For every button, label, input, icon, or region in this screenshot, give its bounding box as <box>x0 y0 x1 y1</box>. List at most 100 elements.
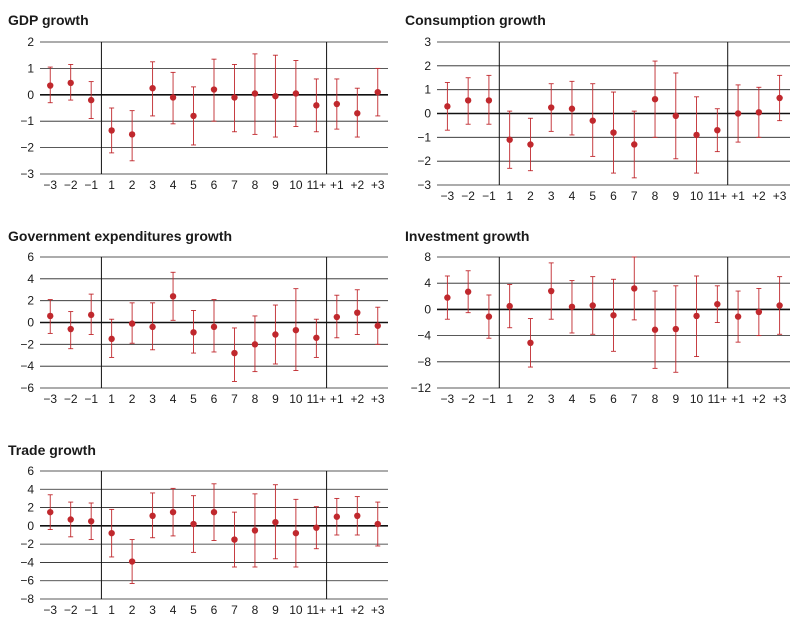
x-tick-label: −1 <box>482 392 496 406</box>
x-tick-label: −2 <box>64 392 78 406</box>
y-tick-label: −3 <box>417 178 431 192</box>
x-tick-label: 2 <box>129 178 136 192</box>
data-point <box>87 518 95 525</box>
y-tick-label: −4 <box>20 555 34 569</box>
data-point <box>631 141 638 148</box>
y-tick-label: −2 <box>20 537 34 551</box>
data-point <box>589 117 596 124</box>
y-tick-label: 0 <box>424 107 431 121</box>
y-tick-label: −8 <box>20 592 34 606</box>
y-tick-label: −4 <box>417 329 431 343</box>
x-tick-label: 2 <box>527 392 534 406</box>
data-point <box>776 94 783 102</box>
y-tick-label: −12 <box>411 381 432 395</box>
y-tick-label: 8 <box>424 250 431 264</box>
data-point <box>313 102 320 109</box>
data-point <box>169 293 177 300</box>
x-tick-label: 5 <box>589 392 596 406</box>
data-point <box>272 519 279 526</box>
data-point <box>108 127 115 134</box>
data-point <box>755 308 763 316</box>
data-point <box>108 529 115 537</box>
y-tick-label: 0 <box>27 316 34 330</box>
data-point <box>231 94 238 101</box>
data-point <box>169 94 177 101</box>
x-tick-label: −1 <box>84 392 98 406</box>
data-point <box>272 331 279 338</box>
x-tick-label: +2 <box>350 178 364 192</box>
data-point <box>354 512 361 519</box>
data-point <box>464 97 472 104</box>
data-point <box>568 303 576 310</box>
x-tick-label: 11+ <box>307 392 326 406</box>
data-point <box>444 294 451 301</box>
x-tick-label: 8 <box>652 392 659 406</box>
x-tick-label: 3 <box>149 392 156 406</box>
y-tick-label: −4 <box>20 359 34 373</box>
x-tick-label: +1 <box>330 178 344 192</box>
x-tick-label: +3 <box>371 392 385 406</box>
data-point <box>610 312 617 319</box>
data-point <box>464 288 472 295</box>
x-tick-label: −2 <box>64 178 78 192</box>
data-point <box>190 520 197 528</box>
y-tick-label: 6 <box>27 464 34 478</box>
data-point <box>485 313 493 320</box>
x-tick-label: 11+ <box>708 189 727 203</box>
data-point <box>210 86 218 93</box>
data-point <box>672 325 679 333</box>
data-point <box>313 334 320 341</box>
data-point <box>693 131 700 139</box>
x-tick-label: 8 <box>252 603 259 617</box>
x-tick-label: +3 <box>773 189 787 203</box>
x-tick-label: 8 <box>252 178 259 192</box>
x-tick-label: 5 <box>589 189 596 203</box>
data-point <box>610 129 617 136</box>
x-tick-label: 3 <box>149 178 156 192</box>
x-tick-label: +1 <box>731 392 745 406</box>
y-tick-label: 4 <box>27 272 34 286</box>
x-tick-label: −1 <box>482 189 496 203</box>
gdp-growth-chart: 210−1−2−3−3 −2 −1 1 2 3 4 5 6 7 8 9 10 11+ +1 +2 +3 <box>20 35 388 192</box>
data-point <box>374 520 381 528</box>
data-point <box>149 512 156 519</box>
data-point <box>374 322 381 329</box>
data-point <box>506 136 513 143</box>
data-point <box>108 335 115 343</box>
x-tick-label: 4 <box>569 189 576 203</box>
x-tick-label: 10 <box>289 603 303 617</box>
x-tick-label: 4 <box>170 603 177 617</box>
x-tick-label: +1 <box>330 603 344 617</box>
data-point <box>734 110 742 117</box>
data-point <box>47 312 54 320</box>
x-tick-label: 6 <box>211 603 218 617</box>
y-tick-label: 1 <box>27 61 34 75</box>
data-point <box>67 516 74 523</box>
x-tick-label: 10 <box>289 178 303 192</box>
x-tick-label: −1 <box>84 603 98 617</box>
data-point <box>210 323 218 331</box>
data-point <box>47 508 54 516</box>
x-tick-label: −2 <box>64 603 78 617</box>
y-tick-label: 4 <box>27 482 34 496</box>
data-point <box>333 100 341 108</box>
y-tick-label: 2 <box>27 501 34 515</box>
x-tick-label: 4 <box>569 392 576 406</box>
x-tick-label: 7 <box>231 392 238 406</box>
x-tick-label: 1 <box>108 178 115 192</box>
chart-title: Government expenditures growth <box>8 228 233 244</box>
consumption-growth-panel: Consumption growth 3 2 1 0 −1 −2 −3 −3 −2 −1 1 2 3 4 5… <box>405 12 795 203</box>
x-tick-label: +2 <box>752 392 766 406</box>
data-point <box>485 97 493 104</box>
x-tick-label: 5 <box>190 603 197 617</box>
x-tick-label: 10 <box>289 392 303 406</box>
data-point <box>292 529 300 537</box>
data-point <box>67 325 74 333</box>
x-tick-label: 10 <box>690 392 704 406</box>
data-point <box>190 112 197 120</box>
data-point <box>251 341 259 348</box>
data-point <box>506 302 513 310</box>
